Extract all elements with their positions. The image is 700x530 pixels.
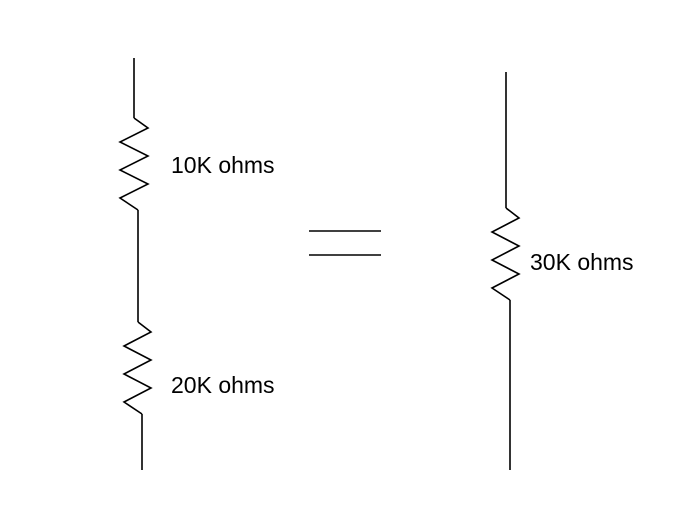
resistor-10k <box>118 117 150 211</box>
series-circuit <box>118 58 153 470</box>
resistor-20k-label: 20K ohms <box>171 372 275 398</box>
equivalent-circuit <box>490 72 521 470</box>
resistor-10k-label: 10K ohms <box>171 152 275 178</box>
equals-sign <box>309 230 381 256</box>
resistor-30k-label: 30K ohms <box>530 249 634 275</box>
resistor-20k <box>122 321 153 415</box>
resistor-30k <box>490 207 521 301</box>
